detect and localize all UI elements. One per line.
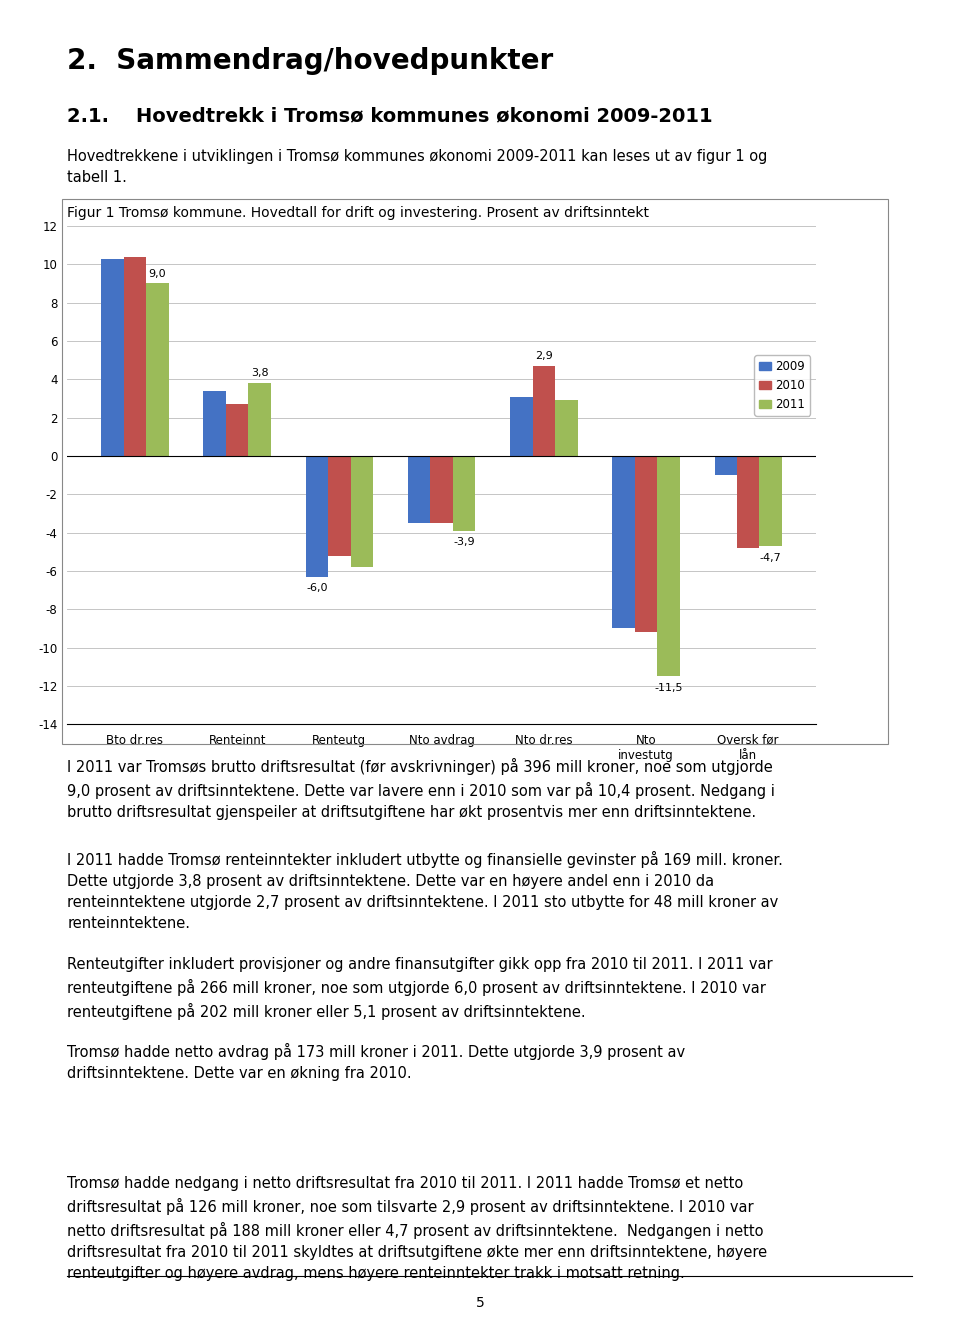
Text: Figur 1 Tromsø kommune. Hovedtall for drift og investering. Prosent av driftsinn: Figur 1 Tromsø kommune. Hovedtall for dr…: [67, 206, 649, 221]
Text: 9,0: 9,0: [149, 268, 166, 279]
Bar: [658, 456, 680, 676]
Bar: [226, 404, 249, 456]
Text: -11,5: -11,5: [655, 683, 683, 694]
Bar: [635, 456, 658, 633]
Text: -4,7: -4,7: [760, 553, 781, 562]
Text: 2.1.    Hovedtrekk i Tromsø kommunes økonomi 2009-2011: 2.1. Hovedtrekk i Tromsø kommunes økonom…: [67, 106, 713, 125]
Text: Hovedtrekkene i utviklingen i Tromsø kommunes økonomi 2009-2011 kan leses ut av : Hovedtrekkene i utviklingen i Tromsø kom…: [67, 149, 768, 185]
Bar: [328, 456, 350, 556]
Text: -3,9: -3,9: [453, 537, 475, 548]
Text: 3,8: 3,8: [251, 368, 269, 379]
Text: 2.  Sammendrag/hovedpunkter: 2. Sammendrag/hovedpunkter: [67, 47, 554, 74]
Bar: [453, 456, 475, 530]
Bar: [430, 456, 453, 524]
Bar: [612, 456, 635, 629]
Text: Tromsø hadde netto avdrag på 173 mill kroner i 2011. Dette utgjorde 3,9 prosent : Tromsø hadde netto avdrag på 173 mill kr…: [67, 1043, 685, 1082]
Bar: [305, 456, 328, 577]
Bar: [350, 456, 373, 567]
Text: Tromsø hadde nedgang i netto driftsresultat fra 2010 til 2011. I 2011 hadde Trom: Tromsø hadde nedgang i netto driftsresul…: [67, 1176, 767, 1281]
Bar: [714, 456, 737, 474]
Text: Renteutgifter inkludert provisjoner og andre finansutgifter gikk opp fra 2010 ti: Renteutgifter inkludert provisjoner og a…: [67, 957, 773, 1019]
Text: I 2011 hadde Tromsø renteinntekter inkludert utbytte og finansielle gevinster på: I 2011 hadde Tromsø renteinntekter inklu…: [67, 851, 783, 930]
Bar: [408, 456, 430, 524]
Bar: [124, 256, 146, 456]
Bar: [555, 400, 578, 456]
Bar: [510, 396, 533, 456]
Text: I 2011 var Tromsøs brutto driftsresultat (før avskrivninger) på 396 mill kroner,: I 2011 var Tromsøs brutto driftsresultat…: [67, 758, 775, 820]
Bar: [146, 283, 169, 456]
Bar: [249, 383, 271, 456]
Text: 5: 5: [475, 1296, 485, 1310]
Bar: [204, 391, 226, 456]
Legend: 2009, 2010, 2011: 2009, 2010, 2011: [755, 355, 810, 416]
Text: 2,9: 2,9: [535, 351, 553, 361]
Bar: [759, 456, 782, 546]
Bar: [533, 365, 555, 456]
Text: -6,0: -6,0: [306, 583, 327, 594]
Bar: [101, 259, 124, 456]
Bar: [737, 456, 759, 548]
